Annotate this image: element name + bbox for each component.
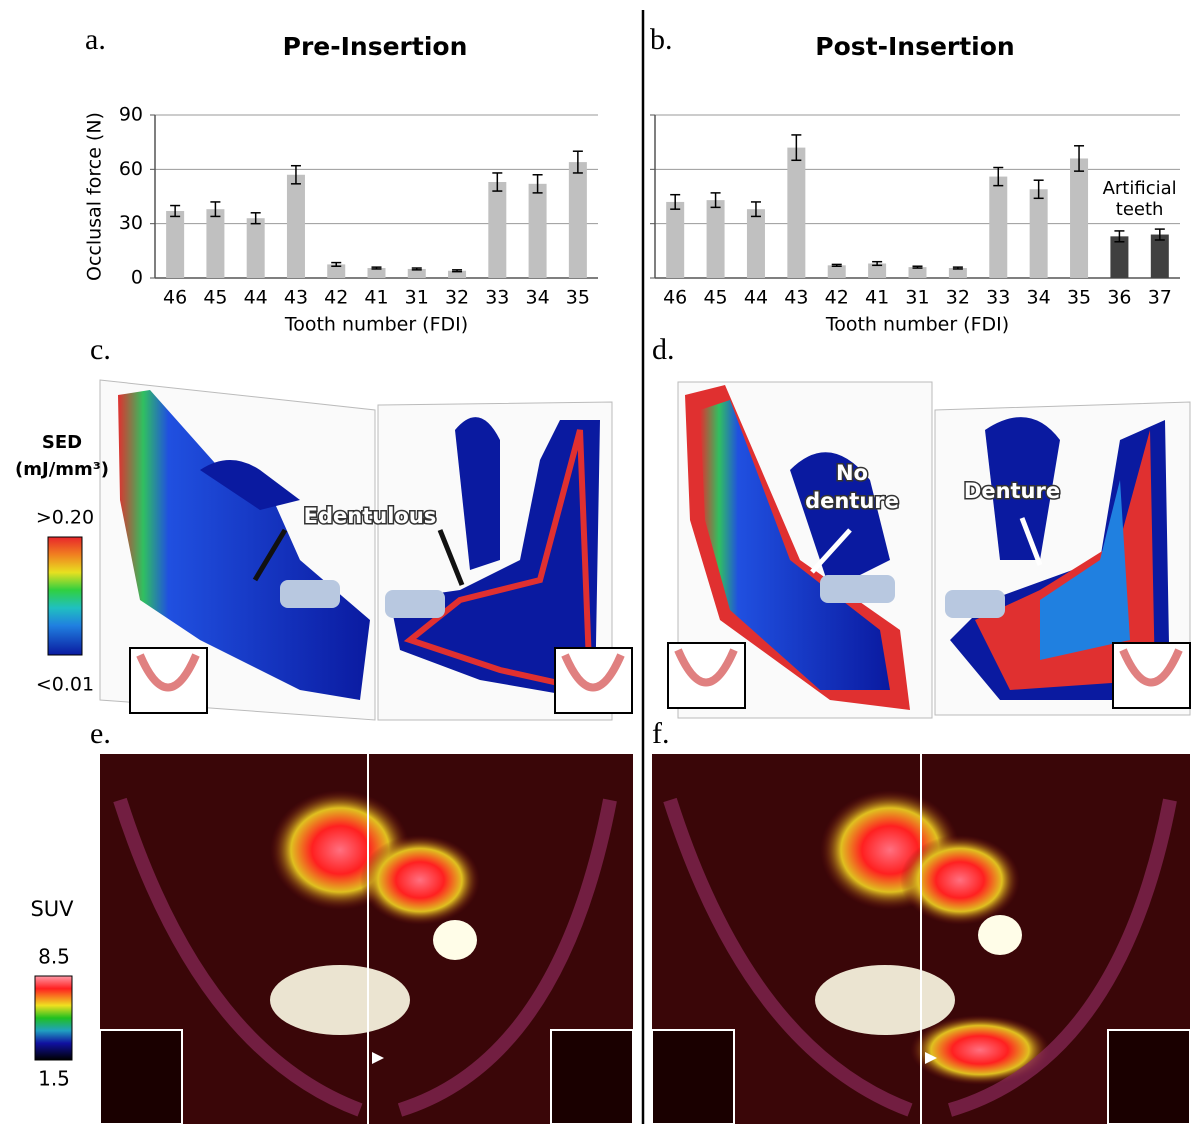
x-tick-label: 43	[784, 287, 808, 309]
panel-e-image	[100, 754, 633, 1124]
x-tick-label: 46	[163, 287, 187, 309]
x-tick-label: 35	[566, 287, 590, 309]
annotation: teeth	[1116, 199, 1164, 220]
x-axis-label: Tooth number (FDI)	[825, 314, 1009, 336]
bar	[828, 265, 846, 278]
sed-colorbar	[48, 537, 82, 655]
x-tick-label: 34	[1027, 287, 1051, 309]
x-axis-label: Tooth number (FDI)	[284, 314, 468, 336]
bar	[1070, 158, 1088, 278]
sed-title: SED	[42, 432, 82, 453]
bar	[1110, 236, 1128, 278]
bar	[787, 148, 805, 278]
bar	[488, 182, 506, 278]
bar	[206, 209, 224, 278]
x-tick-label: 45	[703, 287, 727, 309]
figure: c. d. e. f. SED (mJ/mm³) >0.20 <0.01 Ede…	[0, 0, 1197, 1124]
annotation: Artificial	[1103, 178, 1177, 199]
panel-label: d.	[652, 333, 675, 366]
bar	[529, 184, 547, 278]
bar	[287, 175, 305, 278]
suv-title: SUV	[30, 897, 74, 921]
annotation: No	[836, 461, 868, 485]
x-tick-label: 32	[445, 287, 469, 309]
suv-min: 1.5	[38, 1067, 70, 1091]
sed-max: >0.20	[36, 507, 94, 529]
panel-label: e.	[90, 717, 111, 750]
chart-title: Pre-Insertion	[283, 32, 468, 61]
x-tick-label: 43	[284, 287, 308, 309]
bar	[569, 162, 587, 278]
x-tick-label: 33	[986, 287, 1010, 309]
x-tick-label: 42	[324, 287, 348, 309]
panel-d-image	[668, 382, 1190, 718]
panel-f-image	[652, 754, 1190, 1124]
panel-label: b.	[650, 23, 673, 56]
y-axis-label: Occlusal force (N)	[84, 112, 106, 281]
annotation: Denture	[964, 479, 1060, 503]
sed-min: <0.01	[36, 674, 94, 696]
bar	[707, 200, 725, 278]
x-tick-label: 34	[525, 287, 549, 309]
x-tick-label: 44	[744, 287, 768, 309]
x-tick-label: 37	[1148, 287, 1172, 309]
y-tick-label: 90	[119, 104, 143, 126]
annotation: Edentulous	[304, 504, 437, 528]
panel-label: c.	[90, 333, 111, 366]
suv-max: 8.5	[38, 945, 70, 969]
y-tick-label: 0	[131, 267, 143, 289]
x-tick-label: 32	[946, 287, 970, 309]
x-tick-label: 33	[485, 287, 509, 309]
x-tick-label: 45	[203, 287, 227, 309]
annotation: denture	[805, 489, 899, 513]
bar	[1030, 189, 1048, 278]
x-tick-label: 44	[244, 287, 268, 309]
x-tick-label: 31	[905, 287, 929, 309]
y-tick-label: 30	[119, 212, 143, 234]
bar	[247, 218, 265, 278]
panel-label: f.	[652, 717, 670, 750]
x-tick-label: 42	[825, 287, 849, 309]
y-tick-label: 60	[119, 158, 143, 180]
sed-unit: (mJ/mm³)	[15, 459, 109, 480]
bar	[989, 177, 1007, 278]
bar	[666, 202, 684, 278]
x-tick-label: 35	[1067, 287, 1091, 309]
suv-colorbar	[35, 976, 72, 1060]
x-tick-label: 41	[865, 287, 889, 309]
panel-label: a.	[85, 23, 106, 56]
x-tick-label: 41	[364, 287, 388, 309]
chart-title: Post-Insertion	[815, 32, 1014, 61]
bar	[1151, 235, 1169, 278]
x-tick-label: 36	[1107, 287, 1131, 309]
x-tick-label: 46	[663, 287, 687, 309]
bar	[747, 209, 765, 278]
x-tick-label: 31	[405, 287, 429, 309]
bar	[166, 211, 184, 278]
panel-c-image	[100, 380, 632, 720]
